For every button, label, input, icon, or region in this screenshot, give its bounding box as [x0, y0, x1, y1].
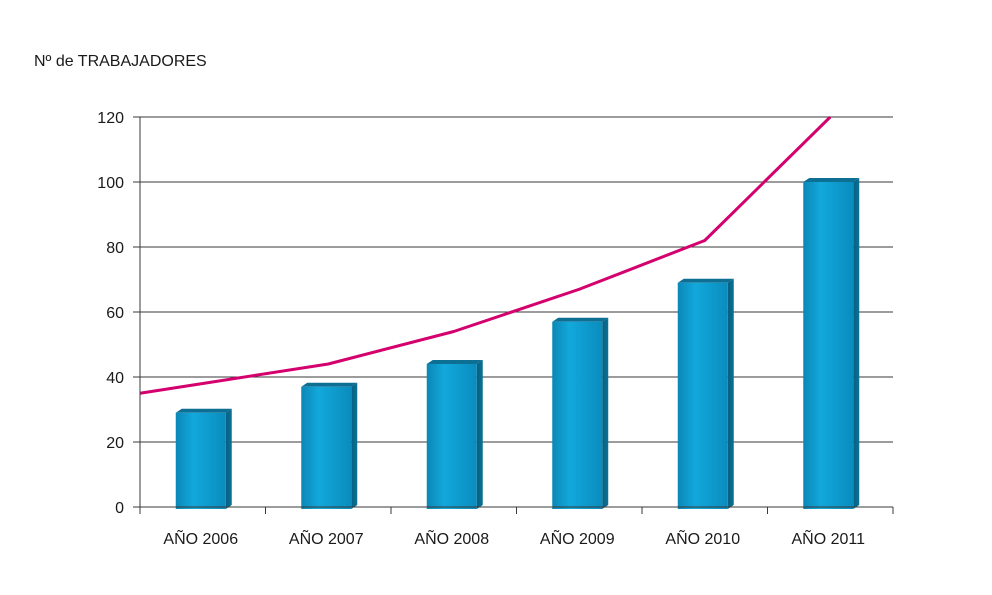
- y-tick-label: 100: [97, 175, 124, 192]
- gridlines: [140, 116, 893, 443]
- series-line: [139, 115, 832, 395]
- bar: [175, 408, 232, 509]
- bar-front-face: [803, 182, 854, 509]
- bar-front-face: [426, 364, 477, 509]
- bar: [426, 360, 483, 509]
- bars: [175, 178, 860, 509]
- x-category-label: AÑO 2009: [540, 528, 615, 548]
- x-axis-ticks: AÑO 2006 AÑO 2007 AÑO 2008 AÑO 2009 AÑO 2010…: [139, 507, 894, 548]
- bar-side-face: [225, 408, 232, 509]
- y-tick-label: 40: [106, 370, 124, 387]
- bar: [301, 382, 358, 509]
- y-tick-label: 120: [97, 110, 124, 127]
- x-category-label: AÑO 2008: [414, 528, 489, 548]
- x-category-label: AÑO 2011: [791, 528, 865, 548]
- bar-top-face: [803, 178, 860, 182]
- trend-line: [139, 115, 832, 395]
- x-category-label: AÑO 2010: [665, 528, 740, 548]
- bar: [677, 278, 734, 509]
- x-category-label: AÑO 2007: [289, 528, 364, 548]
- y-tick-label: 0: [115, 500, 124, 517]
- bar-top-face: [677, 278, 734, 283]
- bar: [803, 178, 860, 509]
- bar-side-face: [853, 178, 860, 509]
- bar-side-face: [727, 278, 734, 509]
- bar-front-face: [552, 321, 603, 509]
- bar-side-face: [351, 382, 358, 509]
- bar-top-face: [552, 317, 609, 322]
- y-tick-label: 80: [106, 240, 124, 257]
- y-tick-label: 60: [106, 305, 124, 322]
- bar-top-face: [426, 360, 483, 364]
- y-tick-label: 20: [106, 435, 124, 452]
- bar-front-face: [301, 386, 352, 509]
- y-axis-ticks: 0 20 40 60 80 100 120: [97, 110, 140, 517]
- bar: [552, 317, 609, 509]
- bar-front-face: [677, 282, 728, 509]
- bar-top-face: [175, 408, 232, 413]
- bar-side-face: [602, 317, 609, 509]
- x-category-label: AÑO 2006: [163, 528, 238, 548]
- bar-side-face: [476, 360, 483, 509]
- bar-top-face: [301, 382, 358, 387]
- y-axis-title: Nº de TRABAJADORES: [34, 53, 207, 70]
- bar-front-face: [175, 412, 226, 509]
